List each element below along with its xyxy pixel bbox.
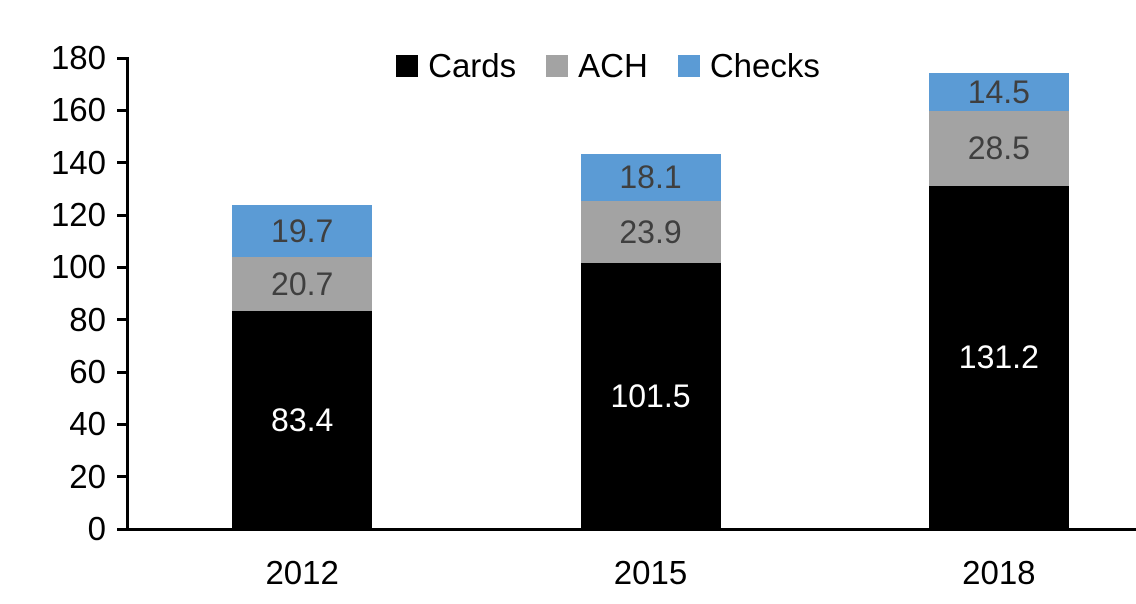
y-tick-label: 20 (69, 457, 106, 495)
y-tick-mark (117, 56, 128, 60)
legend-label-ach: ACH (578, 47, 648, 84)
y-tick-mark (117, 527, 128, 531)
bar-2015-ach-segment: 23.9 (580, 200, 721, 264)
x-axis-label-2018: 2018 (962, 554, 1036, 591)
x-axis-label-2015: 2015 (613, 554, 688, 591)
bar-2015-cards-value: 101.5 (610, 378, 691, 415)
legend-swatch-checks (677, 54, 700, 77)
y-tick-label: 80 (69, 300, 106, 338)
bar-2012-checks-segment: 19.7 (232, 205, 373, 257)
y-tick-label: 100 (50, 248, 106, 286)
y-tick-mark (117, 213, 128, 217)
stacked-bar-chart: Cards ACH Checks 0 20 40 60 80 100 120 140 160 180 … (40, 16, 1136, 604)
bar-2012-cards-segment: 83.4 (232, 310, 373, 529)
y-tick-label: 160 (50, 91, 106, 129)
y-tick-mark (117, 161, 128, 165)
legend-swatch-cards (396, 54, 419, 77)
y-tick-label: 0 (87, 510, 106, 547)
bar-2012-ach-segment: 20.7 (232, 256, 373, 311)
y-tick-label: 180 (50, 39, 106, 76)
y-tick-mark (117, 108, 128, 112)
x-axis-line (126, 528, 1136, 531)
legend-swatch-ach (546, 54, 569, 77)
legend-item-checks: Checks (677, 47, 820, 84)
bar-2012-cards-value: 83.4 (271, 401, 334, 438)
legend-label-cards: Cards (428, 47, 517, 84)
legend-label-checks: Checks (709, 47, 820, 84)
bar-2015-ach-value: 23.9 (619, 214, 682, 251)
y-tick-label: 40 (69, 405, 106, 443)
y-tick-label: 60 (69, 353, 106, 390)
bar-2018-cards-segment: 131.2 (928, 185, 1069, 529)
y-tick-label: 140 (50, 143, 106, 181)
y-tick-mark (117, 318, 128, 322)
bar-2015-checks-value: 18.1 (619, 159, 682, 196)
bar-2015-cards-segment: 101.5 (580, 263, 721, 529)
legend-item-ach: ACH (546, 49, 648, 82)
bar-2012-ach-value: 20.7 (271, 265, 334, 302)
bar-2015-checks-segment: 18.1 (580, 153, 721, 201)
bar-2018-cards-value: 131.2 (958, 339, 1039, 376)
x-axis-label-2012: 2012 (265, 554, 339, 591)
y-axis-line (126, 57, 129, 531)
legend-item-cards: Cards (396, 49, 516, 82)
y-tick-label: 120 (50, 196, 106, 233)
y-tick-mark (117, 370, 128, 374)
bar-2018-ach-value: 28.5 (967, 130, 1030, 167)
y-tick-mark (117, 422, 128, 426)
bar-2012-checks-value: 19.7 (271, 212, 334, 249)
legend: Cards ACH Checks (40, 49, 1136, 82)
bar-2018-checks-segment: 14.5 (928, 73, 1069, 112)
bar-2018-ach-segment: 28.5 (928, 111, 1069, 186)
bar-2018-checks-value: 14.5 (967, 74, 1030, 111)
y-tick-mark (117, 475, 128, 479)
y-tick-mark (117, 265, 128, 269)
